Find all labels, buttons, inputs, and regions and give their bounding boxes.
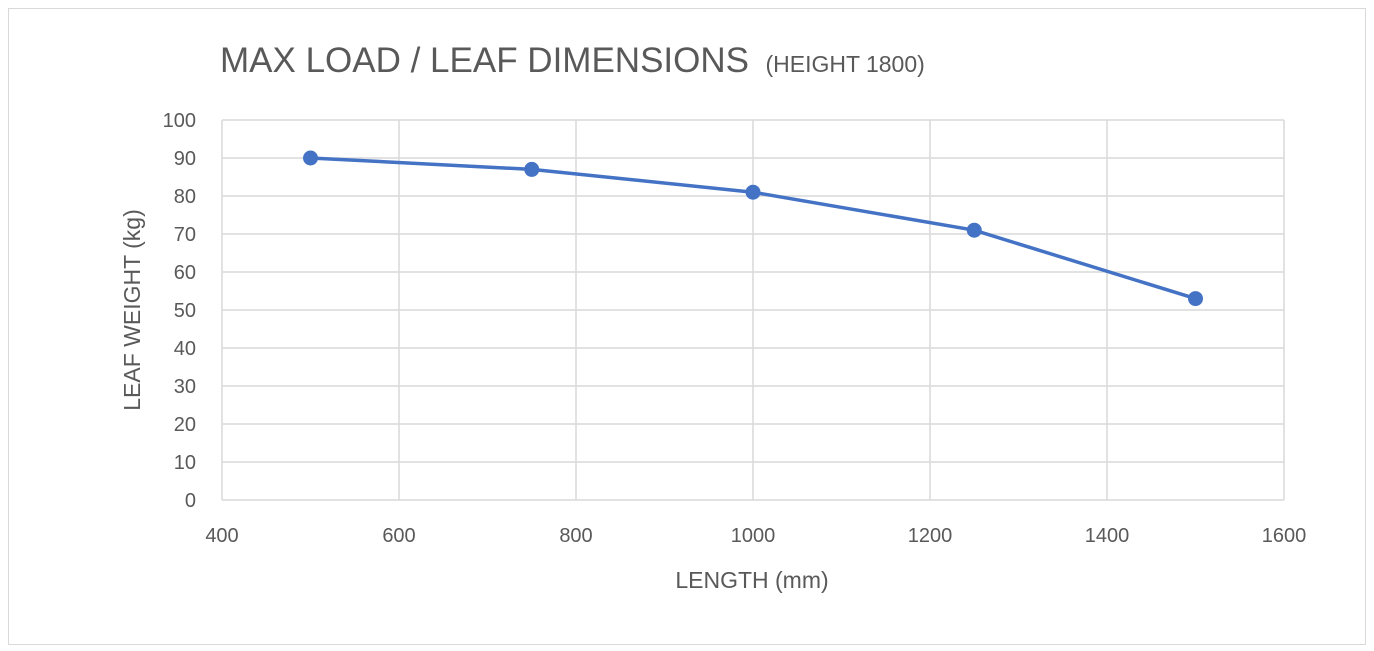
- chart-title: MAX LOAD / LEAF DIMENSIONS: [220, 41, 749, 80]
- data-point: [966, 222, 982, 238]
- y-axis-ticks: 0 10 20 30 40 50 60 70 80 90 100: [163, 110, 196, 512]
- chart-subtitle: (HEIGHT 1800): [765, 51, 924, 77]
- gridlines: [221, 119, 1285, 501]
- x-tick-label: 800: [559, 525, 592, 547]
- x-tick-label: 1600: [1262, 525, 1307, 547]
- y-axis-title: LEAF WEIGHT (kg): [119, 209, 145, 411]
- x-tick-label: 400: [205, 525, 238, 547]
- y-tick-label: 70: [174, 224, 196, 246]
- y-tick-label: 50: [174, 300, 196, 322]
- y-tick-label: 100: [163, 110, 196, 132]
- x-tick-label: 600: [382, 525, 415, 547]
- x-tick-label: 1000: [731, 525, 776, 547]
- x-axis-ticks: 400 600 800 1000 1200 1400 1600: [205, 525, 1306, 547]
- data-point: [745, 184, 761, 200]
- y-tick-label: 40: [174, 338, 196, 360]
- series-group: [303, 150, 1203, 307]
- data-point: [524, 161, 540, 177]
- y-tick-label: 10: [174, 452, 196, 474]
- y-tick-label: 0: [185, 490, 196, 512]
- chart-title-group: MAX LOAD / LEAF DIMENSIONS (HEIGHT 1800): [220, 41, 925, 80]
- x-tick-label: 1200: [908, 525, 953, 547]
- data-point: [1188, 291, 1203, 307]
- x-tick-label: 1400: [1085, 525, 1130, 547]
- chart-frame: [8, 8, 1366, 645]
- y-tick-label: 60: [174, 262, 196, 284]
- y-tick-label: 90: [174, 148, 196, 170]
- data-point: [303, 150, 318, 166]
- y-tick-label: 20: [174, 414, 196, 436]
- y-tick-label: 80: [174, 186, 196, 208]
- y-tick-label: 30: [174, 376, 196, 398]
- x-axis-title: LENGTH (mm): [675, 567, 828, 593]
